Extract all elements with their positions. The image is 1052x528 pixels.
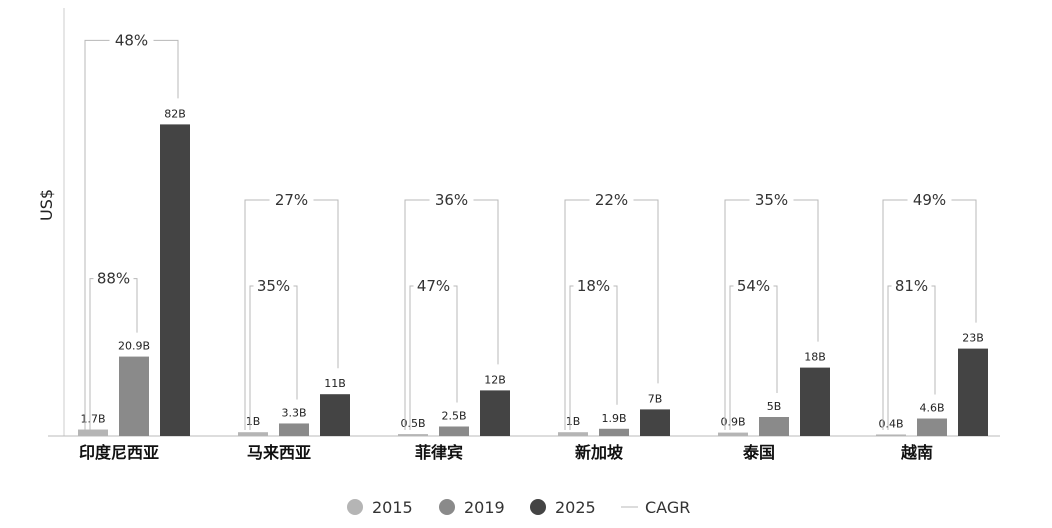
legend-marker-2015 <box>347 499 363 515</box>
data-label-2025-2: 12B <box>484 373 506 386</box>
cagr-label-2015-2019-3: 18% <box>577 277 610 295</box>
legend-label-cagr: CAGR <box>645 498 690 517</box>
bar-2019-5 <box>917 418 947 436</box>
cagr-label-bg-2015-2025-0 <box>109 30 154 51</box>
cagr-bracket-2015-2019-2 <box>409 285 458 430</box>
cagr-label-2015-2019-2: 47% <box>417 277 450 295</box>
bar-2019-0 <box>119 356 149 436</box>
cagr-label-2015-2025-3: 22% <box>595 191 628 209</box>
x-tick-label-0: 印度尼西亚 <box>79 443 159 462</box>
cagr-label-2015-2025-5: 49% <box>913 191 946 209</box>
bar-2025-4 <box>800 367 830 436</box>
x-tick-label-4: 泰国 <box>742 443 775 462</box>
data-label-2019-2: 2.5B <box>441 410 466 423</box>
bar-2015-5 <box>876 434 906 436</box>
data-label-2015-4: 0.9B <box>720 416 745 429</box>
data-label-2015-0: 1.7B <box>80 413 105 426</box>
legend-label-2015: 2015 <box>372 498 413 517</box>
x-tick-label-1: 马来西亚 <box>247 443 311 462</box>
cagr-label-2015-2025-0: 48% <box>115 31 148 49</box>
legend-marker-2019 <box>439 499 455 515</box>
x-tick-label-3: 新加坡 <box>575 443 624 462</box>
cagr-label-bg-2015-2025-4 <box>749 190 794 210</box>
data-label-2015-1: 1B <box>246 415 261 428</box>
cagr-label-bg-2015-2019-2 <box>413 276 454 296</box>
bar-2019-3 <box>599 428 629 436</box>
legend-marker-2025 <box>530 499 546 515</box>
cagr-label-2015-2025-1: 27% <box>275 191 308 209</box>
bar-2019-2 <box>439 426 469 436</box>
data-label-2019-0: 20.9B <box>118 340 150 353</box>
cagr-label-2015-2025-4: 35% <box>755 191 788 209</box>
bar-2015-4 <box>718 432 748 436</box>
data-label-2019-4: 5B <box>767 400 782 413</box>
bar-2015-0 <box>78 429 108 436</box>
bar-2019-1 <box>279 423 309 436</box>
plot-area: 1.7B 20.9B 82B 88% 48% 印度尼西亚 1B 3.3B 11B 35% 27% 马来… <box>78 30 988 462</box>
cagr-label-bg-2015-2025-2 <box>429 190 474 210</box>
bar-2019-4 <box>759 417 789 436</box>
bar-2015-3 <box>558 432 588 436</box>
cagr-label-2015-2019-1: 35% <box>257 277 290 295</box>
y-axis-label: US$ <box>37 189 56 221</box>
data-label-2025-4: 18B <box>804 351 826 364</box>
cagr-label-2015-2019-5: 81% <box>895 277 928 295</box>
data-label-2019-3: 1.9B <box>601 412 626 425</box>
cagr-label-2015-2025-2: 36% <box>435 191 468 209</box>
cagr-bracket-2015-2019-3 <box>569 285 618 430</box>
bar-2025-2 <box>480 390 510 436</box>
x-tick-label-2: 菲律宾 <box>415 443 463 462</box>
cagr-label-2015-2019-0: 88% <box>97 270 130 288</box>
legend: 2015 2019 2025 CAGR <box>347 498 690 517</box>
data-label-2025-3: 7B <box>648 392 663 405</box>
data-label-2015-3: 1B <box>566 415 581 428</box>
cagr-label-bg-2015-2019-0 <box>93 268 134 289</box>
bar-2025-3 <box>640 409 670 436</box>
data-label-2025-1: 11B <box>324 377 346 390</box>
legend-label-2025: 2025 <box>555 498 596 517</box>
bar-2025-1 <box>320 394 350 436</box>
bar-2025-5 <box>958 348 988 436</box>
bar-2015-1 <box>238 432 268 436</box>
data-label-2025-5: 23B <box>962 332 984 345</box>
cagr-label-bg-2015-2019-4 <box>733 276 774 296</box>
data-label-2015-2: 0.5B <box>400 417 425 430</box>
axes: US$ <box>37 8 1000 437</box>
data-label-2015-5: 0.4B <box>878 417 903 430</box>
data-label-2019-1: 3.3B <box>281 406 306 419</box>
cagr-label-bg-2015-2019-1 <box>253 276 294 296</box>
cagr-bracket-2015-2025-3 <box>564 199 659 430</box>
x-tick-label-5: 越南 <box>900 443 933 462</box>
cagr-label-bg-2015-2025-1 <box>269 190 314 210</box>
bar-2025-0 <box>160 124 190 437</box>
cagr-label-bg-2015-2025-5 <box>907 190 952 210</box>
cagr-label-bg-2015-2019-3 <box>573 276 614 296</box>
legend-label-2019: 2019 <box>464 498 505 517</box>
data-label-2019-5: 4.6B <box>919 402 944 415</box>
bar-2015-2 <box>398 434 428 436</box>
cagr-label-bg-2015-2025-3 <box>589 190 634 210</box>
cagr-label-2015-2019-4: 54% <box>737 277 770 295</box>
cagr-label-bg-2015-2019-5 <box>891 276 932 296</box>
data-label-2025-0: 82B <box>164 107 186 120</box>
